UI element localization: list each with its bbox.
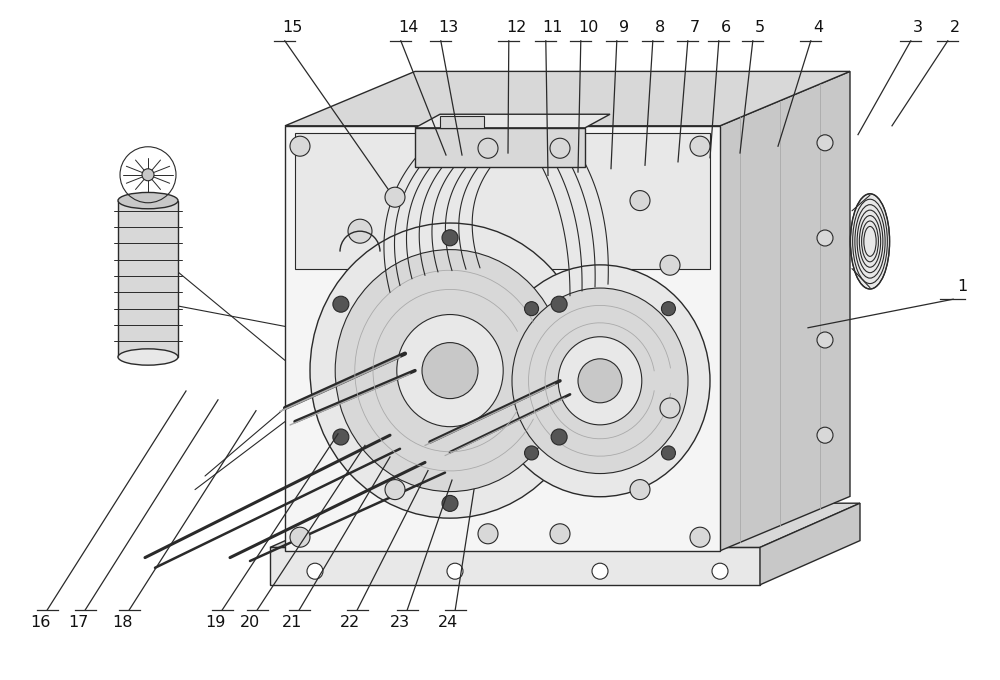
Ellipse shape	[558, 337, 642, 425]
Polygon shape	[270, 547, 760, 585]
Circle shape	[385, 187, 405, 207]
Ellipse shape	[118, 349, 178, 365]
Polygon shape	[760, 503, 860, 585]
Circle shape	[478, 524, 498, 544]
Circle shape	[817, 332, 833, 348]
Circle shape	[422, 343, 478, 398]
Text: 12: 12	[506, 20, 526, 35]
Text: 3: 3	[913, 20, 923, 35]
Circle shape	[712, 563, 728, 579]
Text: 10: 10	[578, 20, 598, 35]
Circle shape	[333, 296, 349, 312]
Text: 21: 21	[282, 615, 302, 630]
Text: 13: 13	[438, 20, 458, 35]
Polygon shape	[285, 126, 720, 551]
Circle shape	[630, 190, 650, 211]
Text: 18: 18	[112, 615, 132, 630]
Ellipse shape	[310, 223, 590, 518]
Polygon shape	[415, 128, 585, 167]
Circle shape	[550, 524, 570, 544]
Circle shape	[817, 230, 833, 246]
Ellipse shape	[512, 288, 688, 473]
Text: 5: 5	[755, 20, 765, 35]
Text: 17: 17	[68, 615, 88, 630]
Text: 16: 16	[30, 615, 50, 630]
Text: 23: 23	[390, 615, 410, 630]
Text: 4: 4	[813, 20, 823, 35]
Circle shape	[307, 563, 323, 579]
Circle shape	[478, 138, 498, 158]
Polygon shape	[118, 201, 178, 357]
Circle shape	[348, 219, 372, 243]
Text: 19: 19	[205, 615, 225, 630]
Text: 14: 14	[398, 20, 418, 35]
Ellipse shape	[118, 192, 178, 209]
Ellipse shape	[397, 315, 503, 426]
Circle shape	[690, 527, 710, 547]
Text: 9: 9	[619, 20, 629, 35]
Polygon shape	[415, 114, 610, 128]
Polygon shape	[295, 133, 710, 269]
Circle shape	[525, 446, 539, 460]
Text: 1: 1	[957, 279, 967, 294]
Circle shape	[447, 563, 463, 579]
Polygon shape	[720, 71, 850, 551]
Circle shape	[661, 302, 675, 316]
Text: 8: 8	[655, 20, 665, 35]
Text: 6: 6	[721, 20, 731, 35]
Circle shape	[578, 359, 622, 403]
Text: 2: 2	[950, 20, 960, 35]
Circle shape	[630, 479, 650, 500]
Ellipse shape	[335, 250, 565, 492]
Circle shape	[290, 136, 310, 156]
Circle shape	[551, 429, 567, 445]
Ellipse shape	[850, 194, 890, 289]
Circle shape	[551, 296, 567, 312]
Circle shape	[550, 138, 570, 158]
Circle shape	[525, 302, 539, 316]
Circle shape	[817, 135, 833, 151]
Circle shape	[333, 429, 349, 445]
Polygon shape	[285, 71, 850, 126]
Circle shape	[660, 255, 680, 275]
Polygon shape	[270, 503, 860, 547]
Text: 22: 22	[340, 615, 360, 630]
Circle shape	[442, 496, 458, 511]
Circle shape	[690, 136, 710, 156]
Text: 15: 15	[282, 20, 302, 35]
Polygon shape	[440, 116, 484, 128]
Text: 24: 24	[438, 615, 458, 630]
Circle shape	[442, 230, 458, 245]
Circle shape	[592, 563, 608, 579]
Circle shape	[385, 479, 405, 500]
Circle shape	[142, 169, 154, 181]
Text: 7: 7	[690, 20, 700, 35]
Circle shape	[661, 446, 675, 460]
Circle shape	[660, 398, 680, 418]
Text: 20: 20	[240, 615, 260, 630]
Text: 11: 11	[543, 20, 563, 35]
Ellipse shape	[490, 265, 710, 496]
Circle shape	[817, 427, 833, 443]
Circle shape	[290, 527, 310, 547]
